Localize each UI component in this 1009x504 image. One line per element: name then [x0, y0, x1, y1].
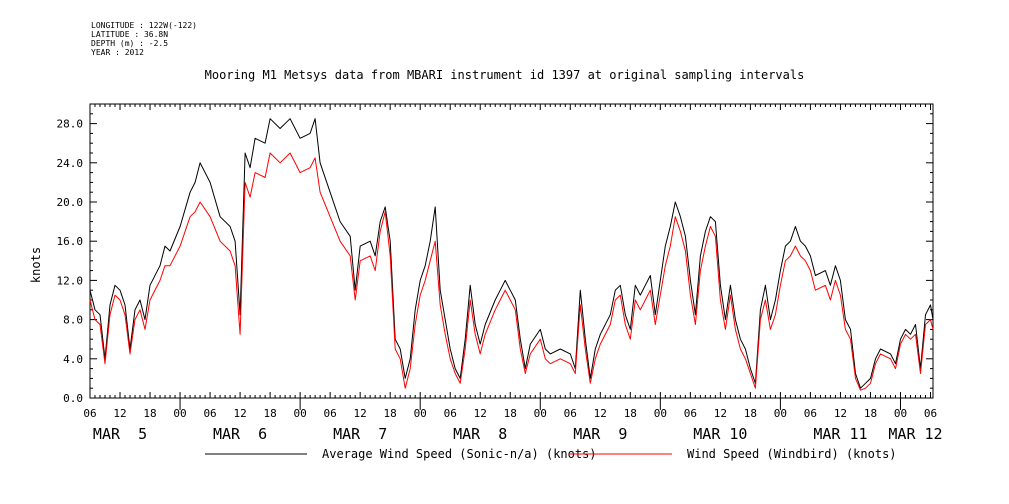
x-hour-label: 12: [714, 407, 727, 420]
legend-label-windbird: Wind Speed (Windbird) (knots): [687, 447, 897, 461]
x-hour-label: 12: [233, 407, 246, 420]
x-date-label: MAR 7: [333, 425, 387, 443]
x-date-label: MAR 5: [93, 425, 147, 443]
y-tick-label: 28.0: [57, 118, 84, 131]
x-hour-label: 12: [354, 407, 367, 420]
x-hour-label: 06: [444, 407, 457, 420]
x-date-label: MAR 6: [213, 425, 267, 443]
depth-line: DEPTH (m) : -2.5: [91, 39, 169, 48]
y-tick-label: 24.0: [57, 157, 84, 170]
x-hour-label: 00: [414, 407, 427, 420]
plot-frame: [89, 103, 934, 399]
x-hour-label: 00: [293, 407, 306, 420]
x-hour-label: 00: [774, 407, 787, 420]
y-tick-label: 12.0: [57, 274, 84, 287]
year-line: YEAR : 2012: [91, 48, 144, 57]
x-hour-label: 00: [534, 407, 547, 420]
y-tick-label: 0.0: [63, 392, 83, 405]
legend: Average Wind Speed (Sonic-n/a) (knots) W…: [205, 447, 897, 461]
x-tick-labels: 06 12 18 00 06 12 18 00 06 12 18 00 06 12 18 00 06 12 18 00…: [83, 407, 937, 420]
series-line-windbird: [89, 152, 934, 391]
latitude-line: LATITUDE : 36.8N: [91, 30, 169, 39]
x-hour-label: 00: [654, 407, 667, 420]
x-hour-label: 18: [624, 407, 637, 420]
longitude-line: LONGITUDE : 122W(-122): [91, 21, 197, 30]
x-hour-label: 18: [744, 407, 757, 420]
metadata-header: LONGITUDE : 122W(-122) LATITUDE : 36.8N …: [91, 21, 197, 57]
series-line-sonic: [89, 118, 934, 389]
y-tick-label: 8.0: [63, 314, 83, 327]
axis-ticks: [89, 103, 933, 410]
x-hour-label: 18: [143, 407, 156, 420]
x-hour-label: 12: [113, 407, 126, 420]
x-date-labels: MAR 5 MAR 6 MAR 7 MAR 8 MAR 9 MAR 10 MAR 11 MAR…: [93, 425, 943, 443]
y-tick-label: 20.0: [57, 196, 84, 209]
x-hour-label: 06: [804, 407, 817, 420]
x-hour-label: 06: [203, 407, 216, 420]
x-date-label: MAR 12: [888, 425, 942, 443]
x-hour-label: 06: [83, 407, 96, 420]
x-hour-label: 06: [324, 407, 337, 420]
chart-title: Mooring M1 Metsys data from MBARI instru…: [204, 68, 805, 82]
x-hour-label: 06: [684, 407, 697, 420]
y-tick-label: 4.0: [63, 353, 83, 366]
y-tick-label: 16.0: [57, 235, 84, 248]
x-date-label: MAR 8: [453, 425, 507, 443]
x-date-label: MAR 9: [573, 425, 627, 443]
x-hour-label: 00: [173, 407, 186, 420]
x-hour-label: 00: [894, 407, 907, 420]
x-hour-label: 18: [263, 407, 276, 420]
legend-label-sonic: Average Wind Speed (Sonic-n/a) (knots): [322, 447, 597, 461]
y-axis-label: knots: [29, 247, 43, 283]
x-date-label: MAR 10: [693, 425, 747, 443]
x-hour-label: 12: [594, 407, 607, 420]
x-hour-label: 06: [924, 407, 937, 420]
y-tick-labels: 0.0 4.0 8.0 12.0 16.0 20.0 24.0 28.0: [57, 118, 84, 405]
x-date-label: MAR 11: [813, 425, 867, 443]
x-hour-label: 18: [864, 407, 877, 420]
x-hour-label: 12: [474, 407, 487, 420]
data-series: [89, 118, 934, 391]
x-hour-label: 18: [384, 407, 397, 420]
x-hour-label: 12: [834, 407, 847, 420]
x-hour-label: 18: [504, 407, 517, 420]
x-hour-label: 06: [564, 407, 577, 420]
